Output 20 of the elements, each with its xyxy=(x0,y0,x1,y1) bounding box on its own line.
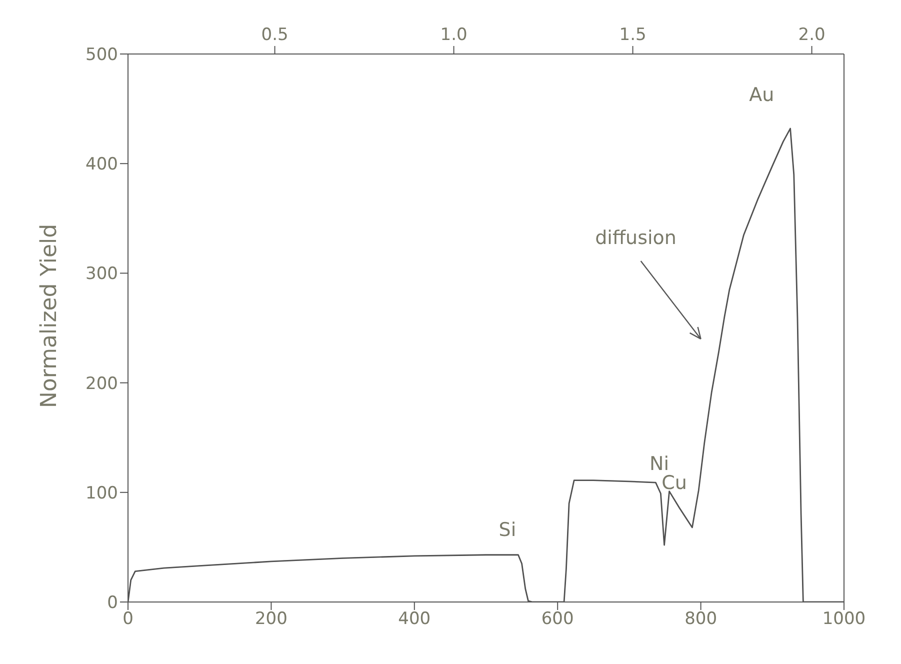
x-tick-label: 800 xyxy=(684,609,718,630)
x-tick-label: 200 xyxy=(254,609,288,630)
annotation: Au xyxy=(749,84,774,106)
x-tick-label: 1000 xyxy=(822,609,866,630)
y-tick-label: 0 xyxy=(107,593,118,614)
x2-tick-label: 2.0 xyxy=(798,25,826,45)
annotation: diffusion xyxy=(595,226,676,249)
y-axis-title: Normalized Yield xyxy=(36,224,62,408)
y-tick-label: 400 xyxy=(86,154,118,175)
y-tick-label: 500 xyxy=(86,45,118,66)
x-tick-label: 0 xyxy=(122,609,134,630)
y-tick-label: 100 xyxy=(86,483,118,504)
x-tick-label: 600 xyxy=(541,609,574,630)
x-tick-label: 400 xyxy=(398,609,431,630)
annotation: Si xyxy=(498,518,516,541)
x2-tick-label: 1.5 xyxy=(619,25,646,45)
y-tick-label: 300 xyxy=(86,264,118,284)
x2-tick-label: 1.0 xyxy=(440,25,468,45)
y-tick-label: 200 xyxy=(86,374,118,394)
x2-tick-label: 0.5 xyxy=(261,25,288,45)
